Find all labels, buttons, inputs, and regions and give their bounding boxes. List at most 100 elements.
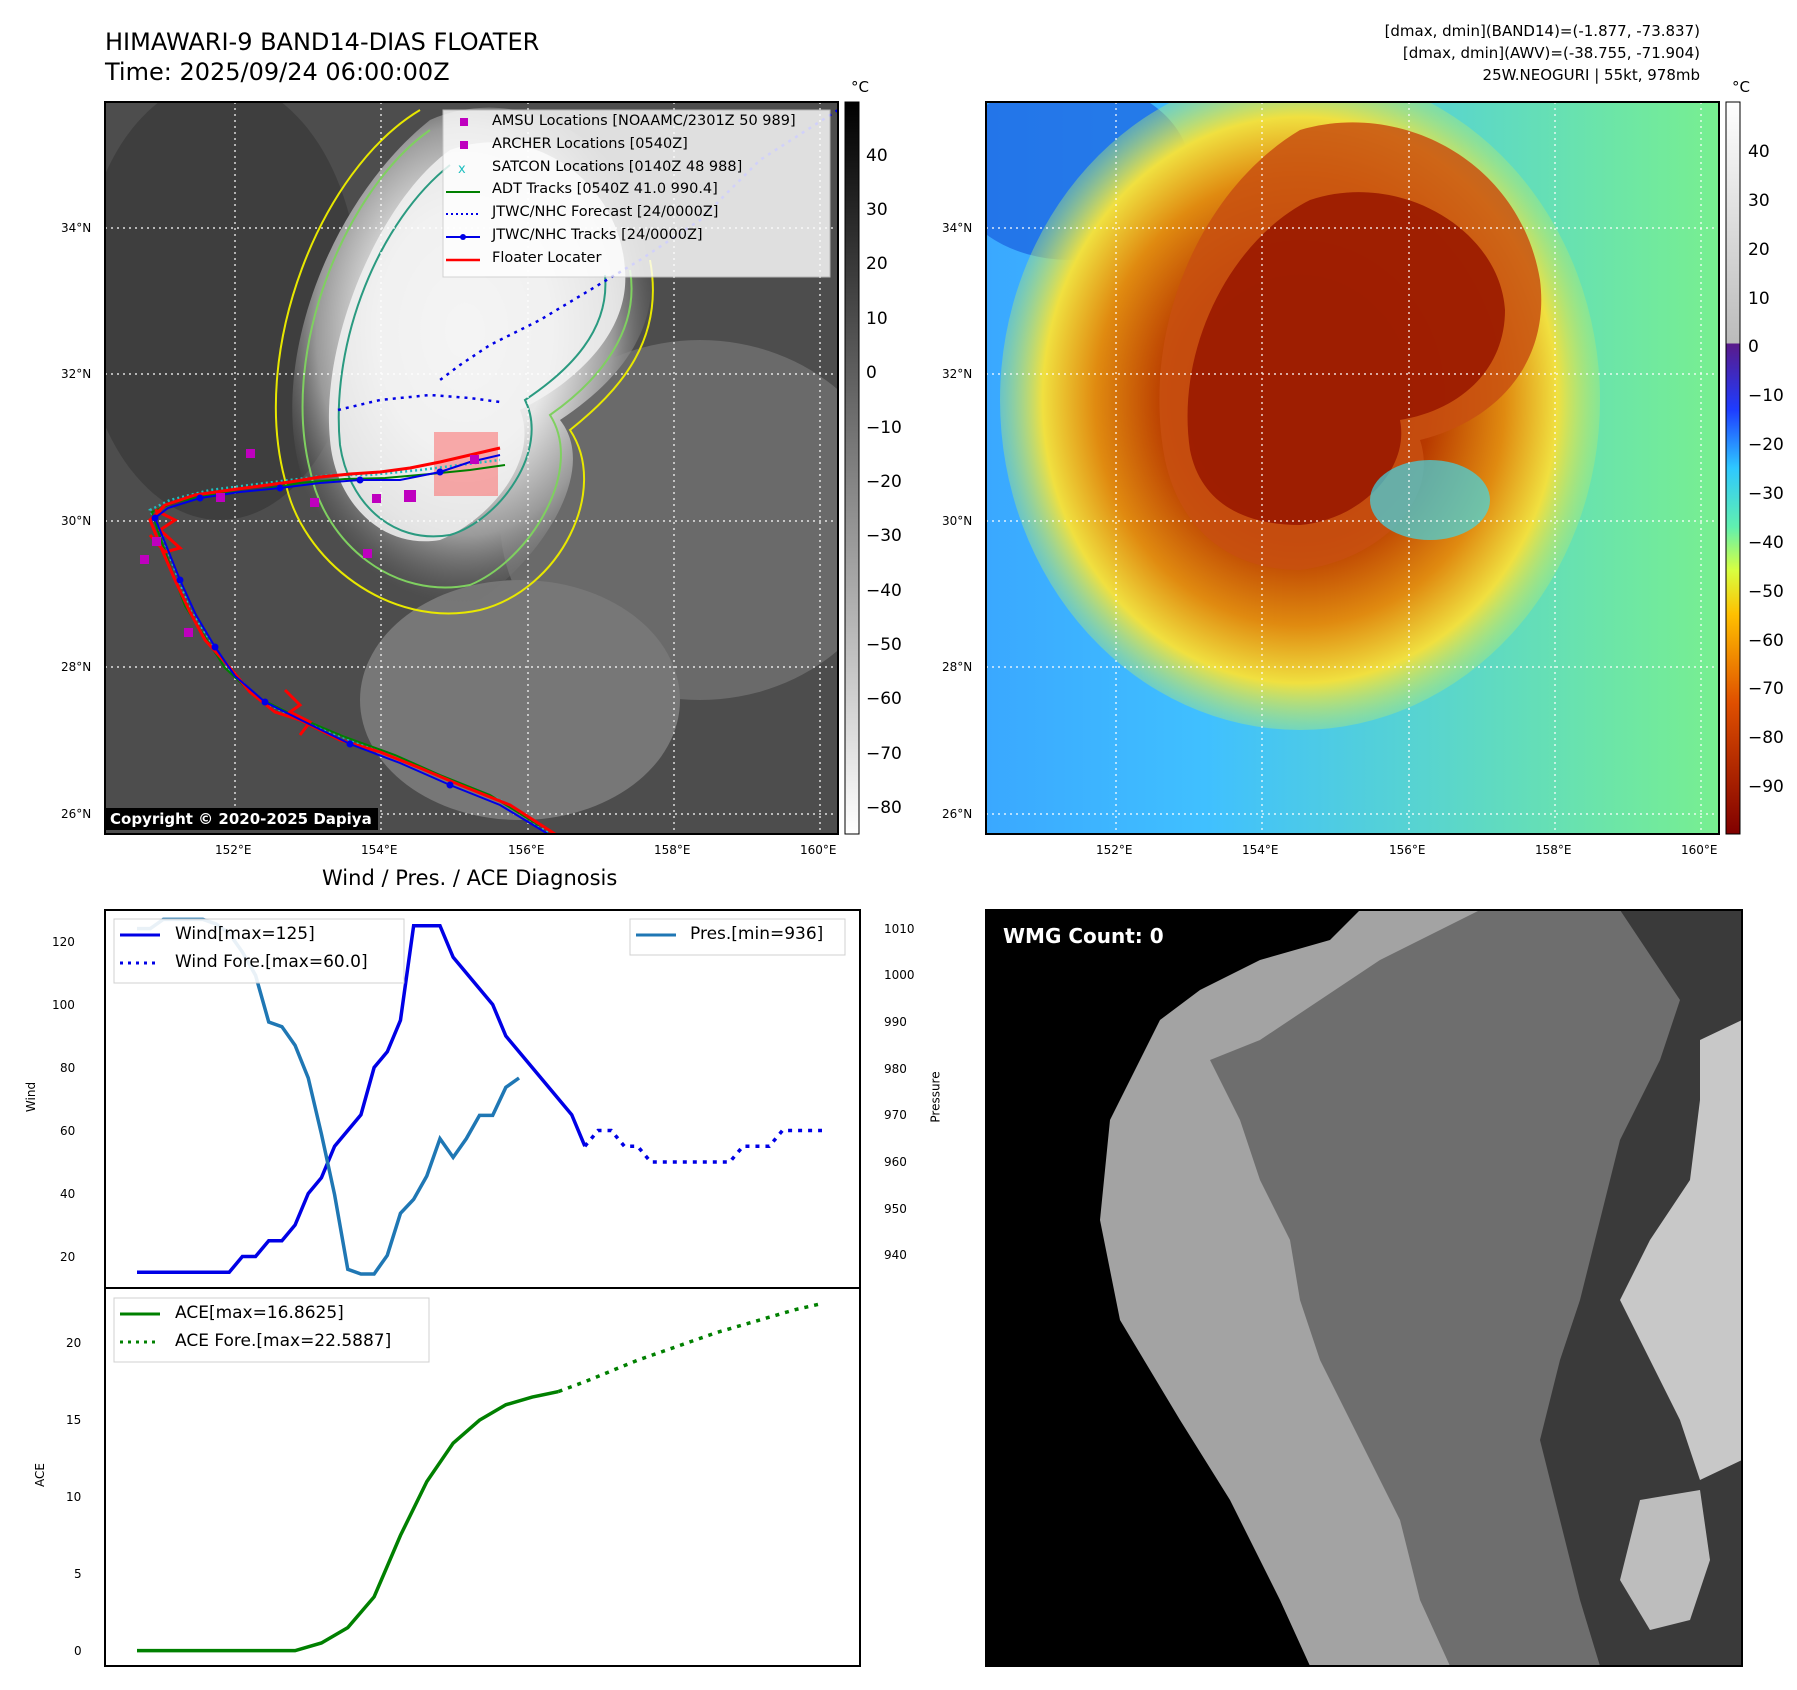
colorbar-right-tick: 20: [1748, 240, 1770, 260]
lat-label: 30°N: [61, 514, 92, 528]
wind-pressure-chart: [104, 909, 861, 1289]
colorbar-left-tick: 0: [866, 363, 877, 383]
pressure-tick: 960: [884, 1155, 907, 1169]
ace-tick: 10: [66, 1489, 82, 1504]
pressure-axis-label: Pressure: [928, 1071, 943, 1123]
colorbar-right-tick: −40: [1748, 533, 1784, 553]
wind-line: [137, 924, 587, 1274]
colorbar-right-tick: 40: [1748, 142, 1770, 162]
wind-tick: 40: [60, 1186, 76, 1201]
colorbar-right-tick: −30: [1748, 484, 1784, 504]
lon-label: 158°E: [1535, 843, 1572, 857]
colorbar-left-tick: −60: [866, 689, 902, 709]
lat-label: 28°N: [942, 660, 973, 674]
legend-pressure: Pres.[min=936]: [690, 924, 824, 944]
lat-label: 26°N: [942, 807, 973, 821]
ace-forecast-line: [557, 1301, 823, 1394]
legend-wind-forecast: Wind Fore.[max=60.0]: [175, 952, 368, 972]
legend-item-label: ADT Tracks [0540Z 41.0 990.4]: [492, 181, 718, 198]
pressure-tick: 950: [884, 1201, 907, 1216]
ace-tick: 5: [74, 1566, 82, 1581]
colorbar-right-unit: °C: [1732, 78, 1750, 96]
colorbar-left-tick: −50: [866, 635, 902, 655]
pressure-tick: 1000: [884, 968, 915, 983]
ace-axis-label: ACE: [32, 1463, 47, 1487]
lon-label: 152°E: [1096, 843, 1133, 857]
wind-tick: 60: [60, 1123, 76, 1138]
lat-label: 32°N: [942, 367, 973, 381]
wind-forecast-line: [583, 1128, 822, 1164]
copyright-badge: Copyright © 2020-2025 Dapiya: [104, 808, 378, 830]
colorbar-left-tick: −10: [866, 418, 902, 438]
legend-ace: ACE[max=16.8625]: [175, 1303, 344, 1323]
lon-label: 160°E: [800, 843, 837, 857]
legend-item-label: JTWC/NHC Tracks [24/0000Z]: [492, 227, 703, 243]
colorbar-left-tick: 40: [866, 146, 888, 166]
colorbar-left-tick: 30: [866, 200, 888, 220]
colorbar-right-tick: 30: [1748, 191, 1770, 211]
ir-map-right: [985, 101, 1741, 835]
lat-label: 34°N: [942, 221, 973, 235]
lat-label: 26°N: [61, 807, 92, 821]
ace-chart: [104, 1287, 861, 1667]
pressure-tick: 990: [884, 1015, 907, 1029]
colorbar-left-tick: −40: [866, 581, 902, 601]
colorbar-left-tick: 20: [866, 254, 888, 274]
colorbar-left-tick: −70: [866, 744, 902, 764]
legend-wind: Wind[max=125]: [175, 924, 315, 944]
colorbar-left-tick: −30: [866, 526, 902, 546]
page-title: HIMAWARI-9 BAND14-DIAS FLOATER: [105, 28, 540, 56]
colorbar-right-tick: −60: [1748, 631, 1784, 651]
colorbar-left-unit: °C: [851, 78, 869, 96]
awv-stats: [dmax, dmin](AWV)=(-38.755, -71.904): [1402, 44, 1700, 62]
colorbar-right-tick: −20: [1748, 435, 1784, 455]
storm-info: 25W.NEOGURI | 55kt, 978mb: [1482, 66, 1700, 84]
legend-item-label: SATCON Locations [0140Z 48 988]: [492, 158, 743, 175]
ace-line: [137, 1389, 559, 1653]
colorbar-right-tick: −50: [1748, 582, 1784, 602]
ace-tick: 20: [66, 1336, 82, 1351]
legend-icons-left: x: [446, 118, 480, 262]
wind-tick: 20: [60, 1249, 76, 1264]
colorbar-right-tick: −10: [1748, 386, 1784, 406]
lon-label: 156°E: [1389, 843, 1426, 857]
pressure-tick: 940: [884, 1248, 907, 1263]
timestamp: Time: 2025/09/24 06:00:00Z: [105, 58, 450, 86]
ir-map-left: x: [104, 101, 860, 835]
legend-ace-forecast: ACE Fore.[max=22.5887]: [175, 1331, 392, 1351]
wind-axis-label: Wind: [24, 1081, 39, 1113]
pressure-tick: 1010: [884, 921, 915, 936]
wind-tick: 80: [60, 1060, 76, 1075]
colorbar-left-tick: −20: [866, 472, 902, 492]
legend-item-label: ARCHER Locations [0540Z]: [492, 135, 688, 152]
lon-label: 154°E: [361, 843, 398, 857]
ace-tick: 0: [74, 1643, 82, 1658]
lat-label: 32°N: [61, 367, 92, 381]
svg-text:x: x: [458, 162, 466, 177]
legend-item-label: JTWC/NHC Forecast [24/0000Z]: [492, 204, 719, 221]
colorbar-right-tick: 0: [1748, 337, 1759, 357]
colorbar-left-tick: −80: [866, 798, 902, 818]
lat-label: 34°N: [61, 221, 92, 235]
lat-label: 30°N: [942, 514, 973, 528]
legend-item-label: AMSU Locations [NOAAMC/2301Z 50 989]: [492, 113, 796, 129]
lon-label: 154°E: [1242, 843, 1279, 857]
colorbar-left-tick: 10: [866, 309, 888, 329]
colorbar-right-tick: −80: [1748, 728, 1784, 748]
pressure-tick: 980: [884, 1061, 907, 1076]
colorbar-right-tick: −90: [1748, 777, 1784, 797]
lat-label: 28°N: [61, 660, 92, 674]
lon-label: 158°E: [654, 843, 691, 857]
lon-label: 156°E: [508, 843, 545, 857]
legend-item-label: Floater Locater: [492, 249, 602, 266]
colorbar-right-tick: −70: [1748, 679, 1784, 699]
band14-stats: [dmax, dmin](BAND14)=(-1.877, -73.837): [1384, 22, 1700, 40]
colorbar-right-tick: 10: [1748, 289, 1770, 309]
lon-label: 160°E: [1681, 843, 1718, 857]
pressure-tick: 970: [884, 1108, 907, 1123]
wind-tick: 120: [52, 934, 75, 949]
diagnosis-title: Wind / Pres. / ACE Diagnosis: [322, 866, 618, 890]
ace-tick: 15: [66, 1413, 82, 1428]
wind-tick: 100: [52, 997, 75, 1012]
